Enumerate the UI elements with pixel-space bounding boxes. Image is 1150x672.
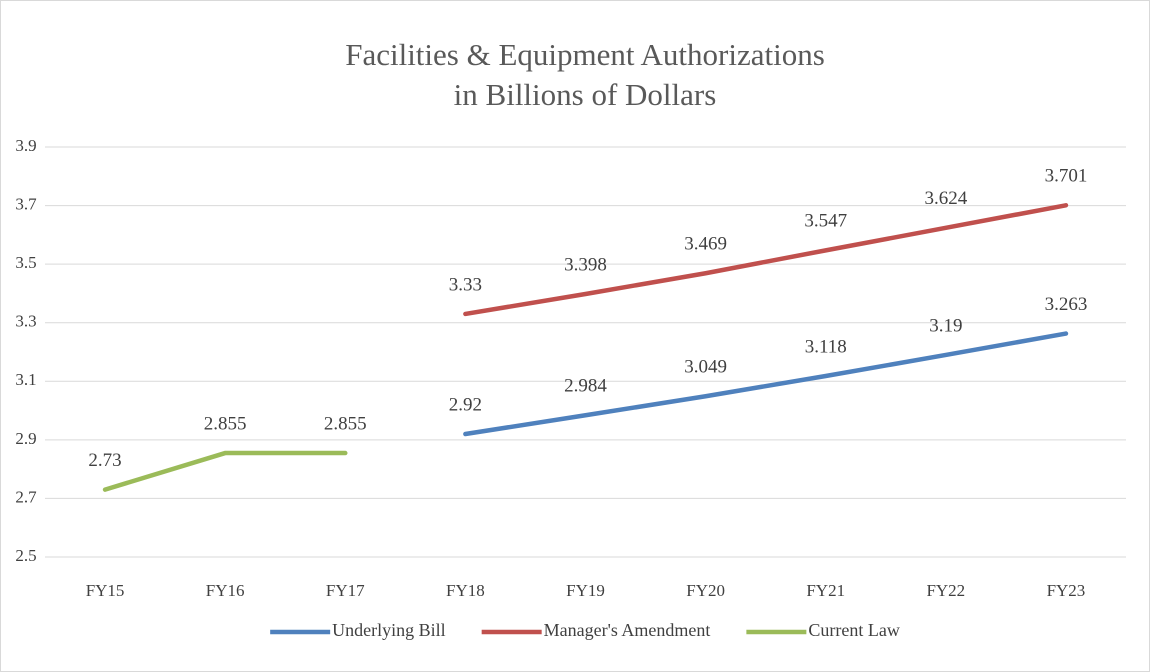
series-line: [463, 203, 1069, 317]
data-label: 3.049: [684, 357, 727, 378]
x-tick-label: FY17: [326, 581, 365, 600]
data-label: 2.73: [88, 450, 121, 471]
data-label: 2.855: [324, 413, 367, 434]
legend-label: Current Law: [808, 620, 899, 640]
data-label: 3.19: [929, 315, 962, 336]
y-tick-label: 2.7: [15, 487, 37, 506]
data-label: 3.33: [449, 274, 482, 295]
x-tick-label: FY21: [806, 581, 845, 600]
x-tick-label: FY18: [446, 581, 485, 600]
y-tick-label: 3.7: [15, 194, 37, 213]
x-tick-label: FY16: [206, 581, 245, 600]
chart-title: in Billions of Dollars: [454, 77, 717, 112]
x-tick-label: FY22: [926, 581, 965, 600]
x-tick-label: FY19: [566, 581, 605, 600]
y-tick-label: 3.1: [15, 370, 36, 389]
data-label: 3.263: [1045, 294, 1088, 315]
data-label: 3.398: [564, 254, 607, 275]
data-label: 3.701: [1045, 166, 1088, 187]
y-tick-label: 2.5: [15, 546, 36, 565]
x-tick-label: FY23: [1047, 581, 1086, 600]
x-tick-label: FY15: [86, 581, 125, 600]
legend-label: Underlying Bill: [332, 620, 446, 640]
data-label: 2.984: [564, 376, 607, 397]
y-tick-label: 2.9: [15, 429, 36, 448]
series-line: [102, 450, 348, 492]
y-tick-label: 3.5: [15, 253, 36, 272]
legend-label: Manager's Amendment: [544, 620, 711, 640]
chart-title: Facilities & Equipment Authorizations: [345, 37, 825, 72]
data-label: 3.469: [684, 234, 727, 255]
data-label: 2.855: [204, 413, 247, 434]
data-label: 3.624: [924, 188, 967, 209]
x-tick-label: FY20: [686, 581, 725, 600]
y-tick-label: 3.9: [15, 136, 36, 155]
data-label: 2.92: [449, 394, 482, 415]
data-label: 3.118: [805, 336, 847, 357]
data-label: 3.547: [804, 211, 847, 232]
series-line: [463, 331, 1069, 437]
y-tick-label: 3.3: [15, 312, 36, 331]
